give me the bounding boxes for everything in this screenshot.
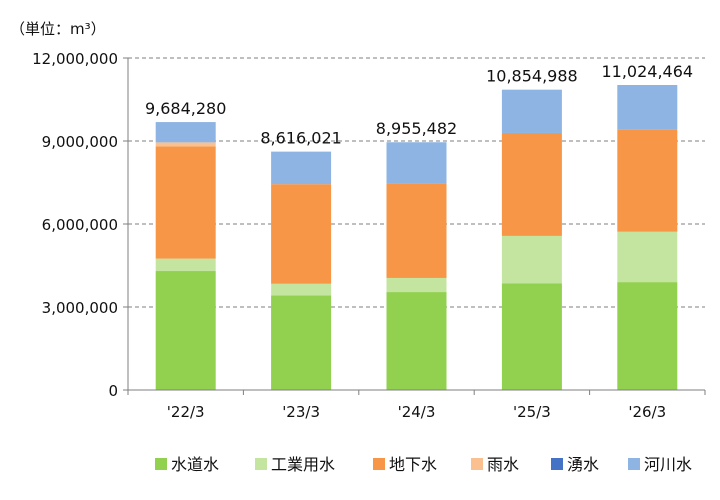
unit-label: （単位：m³） <box>10 20 106 38</box>
bar-segment <box>155 146 216 259</box>
legend-swatch <box>551 458 563 470</box>
bar-segment <box>155 122 216 143</box>
total-label: 11,024,464 <box>601 62 693 81</box>
bar-segment <box>501 235 562 284</box>
total-label: 9,684,280 <box>145 99 226 118</box>
bar-segment <box>617 84 678 130</box>
x-tick-label: '23/3 <box>282 403 320 421</box>
bar-segment <box>271 295 332 390</box>
legend-label: 河川水 <box>644 455 692 474</box>
legend-swatch <box>373 458 385 470</box>
legend-label: 湧水 <box>567 455 599 474</box>
y-tick-label: 12,000,000 <box>32 50 118 68</box>
y-tick-label: 3,000,000 <box>42 299 118 317</box>
bar-segment <box>271 283 332 296</box>
bar-segment <box>501 283 562 390</box>
bar-segment <box>386 183 447 278</box>
bar-segment <box>501 132 562 236</box>
y-tick-label: 6,000,000 <box>42 216 118 234</box>
legend-label: 水道水 <box>171 455 219 474</box>
legend-label: 雨水 <box>487 455 519 474</box>
total-label: 10,854,988 <box>486 67 578 86</box>
x-tick-label: '26/3 <box>628 403 666 421</box>
bar-segment <box>155 258 216 272</box>
bar-segment <box>617 129 678 232</box>
legend-swatch <box>628 458 640 470</box>
x-tick-label: '22/3 <box>167 403 205 421</box>
x-tick-label: '24/3 <box>398 403 436 421</box>
legend-label: 地下水 <box>389 455 437 474</box>
bar-segment <box>386 142 447 184</box>
bar-segment <box>271 151 332 185</box>
bar-segment <box>155 271 216 390</box>
y-tick-label: 0 <box>108 382 118 400</box>
total-labels: 9,684,280 8,616,021 8,955,482 10,854,988 11,… <box>145 62 693 148</box>
legend-label: 工業用水 <box>271 455 335 474</box>
bar-segment <box>386 292 447 390</box>
legend: 水道水 工業用水 地下水 雨水 湧水 河川水 <box>155 455 692 474</box>
total-label: 8,616,021 <box>260 129 341 148</box>
legend-swatch <box>255 458 267 470</box>
bar-segment <box>617 282 678 390</box>
bar-segment <box>386 277 447 293</box>
x-axis: '22/3 '23/3 '24/3 '25/3 '26/3 <box>127 389 706 421</box>
bars <box>155 84 678 390</box>
bar-segment <box>155 142 216 147</box>
x-tick-label: '25/3 <box>513 403 551 421</box>
bar-segment <box>271 184 332 284</box>
total-label: 8,955,482 <box>376 119 457 138</box>
y-axis: 0 3,000,000 6,000,000 9,000,000 12,000,000 <box>32 50 129 400</box>
y-tick-label: 9,000,000 <box>42 133 118 151</box>
bar-segment <box>617 231 678 283</box>
bar-segment <box>501 89 562 133</box>
legend-swatch <box>155 458 167 470</box>
legend-swatch <box>471 458 483 470</box>
